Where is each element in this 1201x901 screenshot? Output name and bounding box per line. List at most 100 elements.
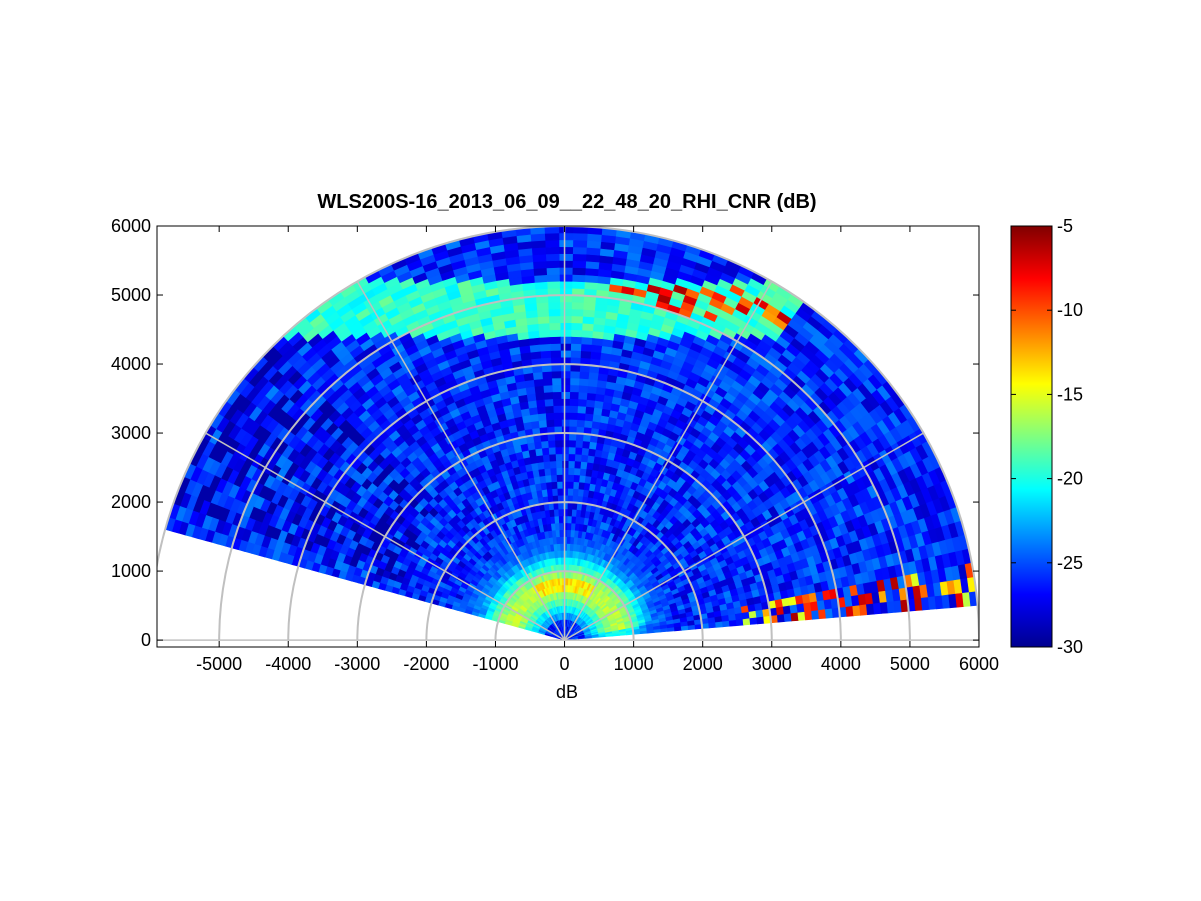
x-tick-label: 3000: [752, 654, 792, 674]
sector-cell: [584, 267, 599, 277]
sector-cell: [573, 460, 582, 469]
sector-cell: [571, 508, 577, 517]
sector-cell: [581, 329, 594, 339]
sector-cell: [570, 349, 582, 358]
colorbar-tick-label: -25: [1057, 553, 1083, 573]
sector-cell: [551, 370, 562, 379]
colorbar-tick-label: -30: [1057, 637, 1083, 657]
sector-cell: [539, 343, 551, 352]
sector-cell: [546, 280, 560, 289]
sector-cell: [824, 607, 834, 619]
sector-cell: [581, 440, 591, 449]
sector-cell: [560, 391, 571, 399]
sector-cell: [536, 308, 550, 318]
chart-title: WLS200S-16_2013_06_09__22_48_20_RHI_CNR …: [317, 191, 816, 213]
sector-cell: [544, 405, 554, 414]
sector-cell: [541, 447, 550, 456]
sector-cell: [550, 481, 558, 490]
sector-cell: [532, 371, 543, 381]
sector-cell: [543, 467, 552, 476]
sector-cell: [537, 322, 550, 331]
sector-cell: [574, 439, 584, 448]
sector-cell: [558, 260, 573, 268]
sector-cell: [580, 343, 592, 352]
sector-cell: [566, 536, 571, 544]
sector-cell: [547, 439, 556, 448]
sector-cell: [735, 618, 744, 627]
sector-cell: [550, 349, 561, 358]
sector-cell: [551, 488, 558, 497]
sector-cell: [532, 260, 547, 270]
sector-cell: [578, 377, 589, 387]
sector-cell: [545, 412, 555, 421]
sector-cell: [556, 481, 563, 489]
sector-cell: [536, 405, 546, 415]
sector-cell: [568, 446, 576, 455]
sector-cell: [567, 474, 575, 482]
sector-cell: [534, 281, 548, 290]
sector-cell: [544, 246, 560, 255]
sector-cell: [728, 619, 737, 627]
sector-cell: [560, 349, 571, 358]
sector-cell: [569, 377, 580, 386]
sector-cell: [558, 239, 574, 248]
x-tick-label: 1000: [614, 654, 654, 674]
sector-cell: [797, 611, 806, 621]
sector-cell: [549, 467, 557, 476]
x-tick-label: 4000: [821, 654, 861, 674]
sector-cell: [530, 233, 546, 242]
x-tick-label: 0: [560, 654, 570, 674]
sector-cell: [581, 315, 595, 325]
sector-cell: [547, 308, 561, 317]
sector-cell: [569, 398, 579, 407]
sector-cell: [569, 543, 574, 552]
sector-cell: [556, 474, 563, 482]
sector-cell: [588, 441, 597, 450]
sector-cell: [552, 391, 562, 400]
sector-cell: [585, 399, 596, 408]
sector-cell: [817, 608, 827, 620]
sector-cell: [557, 508, 564, 517]
x-tick-label: -1000: [472, 654, 518, 674]
sector-cell: [559, 301, 572, 310]
sector-cell: [530, 239, 546, 249]
y-tick-label: 6000: [111, 216, 151, 236]
sector-cell: [582, 308, 595, 318]
x-tick-label: 2000: [683, 654, 723, 674]
sector-cell: [570, 343, 582, 352]
y-tick-label: 5000: [111, 285, 151, 305]
sector-cell: [574, 453, 582, 462]
sector-cell: [578, 371, 590, 380]
sector-cell: [572, 481, 580, 490]
sector-cell: [582, 302, 596, 311]
x-axis-label: dB: [556, 682, 578, 702]
colorbar-tick-label: -15: [1057, 384, 1083, 404]
sector-cell: [775, 605, 785, 616]
sector-cell: [577, 481, 585, 490]
sector-cell: [571, 301, 584, 310]
sector-cell: [541, 370, 553, 380]
sector-cell: [585, 253, 600, 263]
sector-cell: [553, 508, 559, 517]
sector-cell: [579, 461, 588, 470]
sector-cell: [567, 487, 574, 496]
sector-cell: [543, 398, 554, 407]
sector-cell: [570, 522, 576, 531]
sector-cell: [558, 522, 564, 531]
sector-cell: [567, 453, 576, 462]
sector-cell: [584, 274, 599, 284]
sector-cell: [545, 260, 560, 269]
sector-cell: [540, 440, 549, 449]
sector-cell: [558, 253, 573, 261]
sector-cell: [568, 405, 579, 414]
sector-cell: [561, 432, 570, 441]
sector-cell: [545, 419, 555, 428]
sector-cell: [571, 274, 586, 283]
sector-cell: [549, 336, 561, 345]
sector-cell: [543, 391, 554, 400]
sector-cell: [545, 253, 560, 262]
sector-cell: [538, 419, 547, 429]
sector-cell: [570, 515, 577, 524]
sector-cell: [586, 454, 595, 464]
sector-cell: [577, 488, 584, 497]
